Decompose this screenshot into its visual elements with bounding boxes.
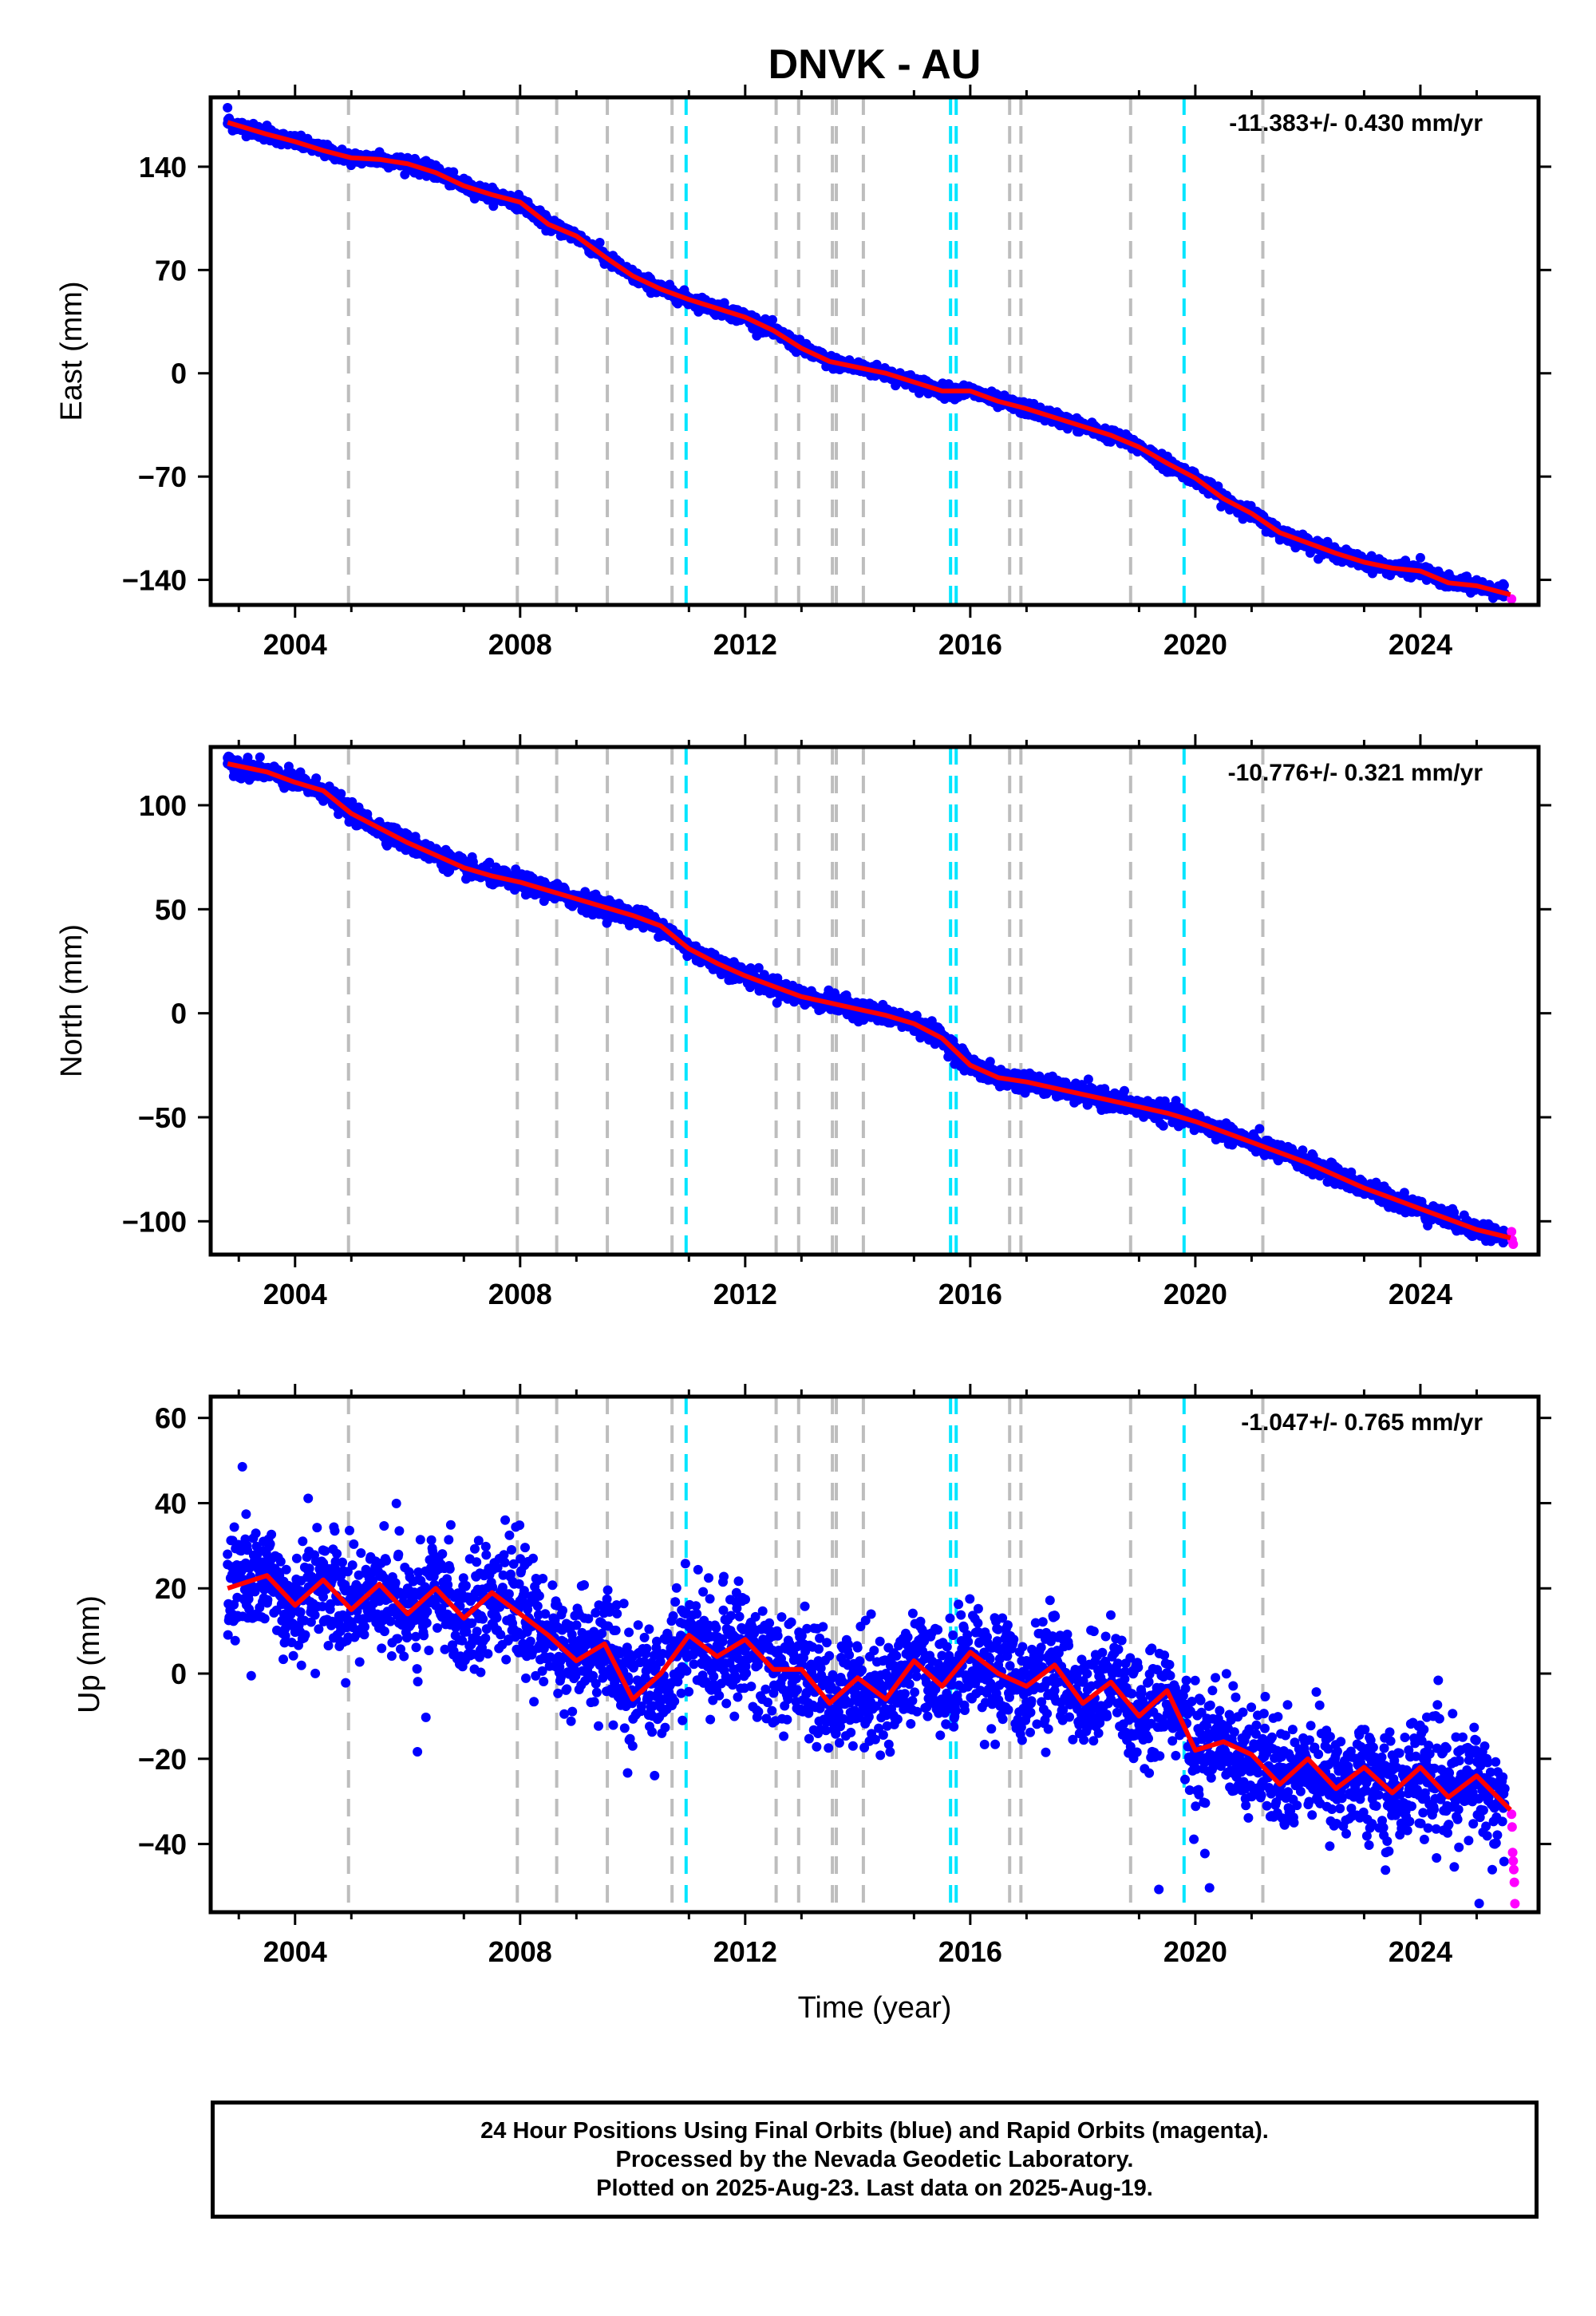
- y-axis-label: East (mm): [55, 281, 89, 421]
- panel-north: 2004 2008 2012 2016 2020 2024100500−50−100Nor…: [55, 734, 1551, 1310]
- x-tick-label: 2020: [1163, 628, 1227, 661]
- x-tick-label: 2004: [263, 628, 327, 661]
- x-tick-label: 2016: [938, 628, 1002, 661]
- plot-frame: [208, 95, 1541, 607]
- data-point: [402, 152, 413, 163]
- data-point: [448, 167, 459, 177]
- data-point: [223, 102, 233, 113]
- data-point: [336, 788, 346, 799]
- data-point: [1162, 467, 1172, 477]
- x-tick-label: 2012: [713, 628, 777, 661]
- data-point: [1254, 1124, 1265, 1134]
- final-orbit-points: [223, 751, 1510, 1248]
- data-point: [599, 259, 610, 269]
- data-point: [580, 887, 591, 897]
- data-point: [985, 1057, 995, 1067]
- data-point: [1415, 552, 1425, 563]
- data-point: [459, 173, 469, 184]
- chart-title: DNVK - AU: [768, 41, 982, 88]
- final-orbit-points: [223, 102, 1510, 603]
- data-point: [484, 857, 495, 868]
- data-point: [768, 314, 777, 325]
- data-point: [1159, 1096, 1170, 1106]
- x-tick-label: 2008: [488, 628, 552, 661]
- y-tick-label: −140: [122, 564, 187, 597]
- rate-label: -11.383+/- 0.430 mm/yr: [1229, 110, 1483, 136]
- data-point: [290, 131, 300, 141]
- data-point: [431, 160, 441, 171]
- y-tick-label: 70: [155, 254, 187, 287]
- panel-east: 2004 2008 2012 2016 2020 2024 140 70 0 −70 −140 Eas…: [55, 85, 1551, 661]
- data-point: [1120, 1085, 1129, 1096]
- data-point: [311, 773, 322, 784]
- y-tick-label: 0: [171, 358, 187, 390]
- plot-area: [223, 97, 1518, 617]
- model-line: [227, 120, 1511, 598]
- data-point: [595, 238, 605, 247]
- panels: 2004 2008 2012 2016 2020 2024 140 70 0 −70 −140 Eas…: [55, 85, 1551, 2025]
- y-tick-label: 140: [139, 151, 187, 184]
- y-tick-label: −70: [138, 460, 187, 493]
- data-point: [1158, 1120, 1168, 1131]
- plot-area: [223, 747, 1519, 1255]
- rapid-point: [1508, 607, 1518, 617]
- data-point: [1298, 1145, 1308, 1156]
- data-point: [1472, 575, 1482, 585]
- data-point: [374, 147, 385, 157]
- data-point: [1171, 1096, 1181, 1106]
- data-point: [255, 752, 265, 762]
- data-point: [753, 962, 764, 973]
- x-tick-label: 2024: [1389, 628, 1452, 661]
- data-point: [1083, 1074, 1093, 1085]
- data-point: [262, 121, 272, 131]
- data-point: [1499, 580, 1509, 591]
